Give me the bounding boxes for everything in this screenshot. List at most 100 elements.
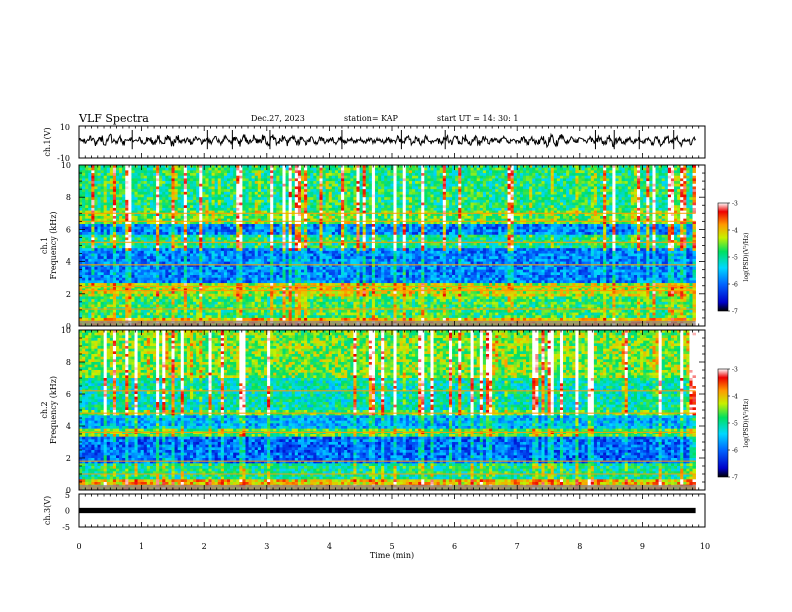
spectrogram-cell — [625, 178, 628, 181]
spectrogram-cell — [498, 178, 501, 181]
spectrogram-cell — [267, 178, 270, 181]
spectrogram-cell — [575, 178, 578, 181]
spectrogram-cell — [258, 173, 261, 176]
spectrogram-cell — [156, 186, 159, 189]
spectrogram-cell — [323, 168, 326, 171]
spectrogram-cell — [168, 168, 171, 171]
spectrogram-cell — [162, 173, 165, 176]
spectrogram-cell — [341, 176, 344, 179]
spectrogram-cell — [138, 168, 141, 171]
spectrogram-cell — [215, 168, 218, 171]
spectrogram-cell — [449, 170, 452, 173]
spectrogram-cell — [501, 168, 504, 171]
spectrogram-cell — [295, 173, 298, 176]
spectrogram-cell — [363, 184, 366, 187]
spectrogram-cell — [634, 181, 637, 184]
spectrogram-cell — [400, 173, 403, 176]
spectrogram-cell — [582, 178, 585, 181]
spectrogram-cell — [94, 170, 97, 173]
spectrogram-cell — [141, 186, 144, 189]
spectrogram-cell — [292, 170, 295, 173]
spectrogram-cell — [677, 170, 680, 173]
spectrogram-cell — [541, 184, 544, 187]
spectrogram-cell — [603, 184, 606, 187]
spectrogram-cell — [165, 173, 168, 176]
spectrogram-cell — [467, 173, 470, 176]
spectrogram-cell — [591, 184, 594, 187]
spectrogram-cell — [523, 178, 526, 181]
spectrogram-cell — [159, 186, 162, 189]
spectrogram-cell — [609, 178, 612, 181]
spectrogram-cell — [683, 178, 686, 181]
spectrogram-cell — [298, 186, 301, 189]
spectrogram-cell — [239, 181, 242, 184]
spectrogram-cell — [668, 181, 671, 184]
spectrogram-cell — [215, 173, 218, 176]
spectrogram-cell — [286, 170, 289, 173]
spectrogram-cell — [452, 178, 455, 181]
spectrogram-cell — [415, 181, 418, 184]
spectrogram-cell — [508, 184, 511, 187]
spectrogram-cell — [646, 170, 649, 173]
spectrogram-cell — [514, 168, 517, 171]
spectrogram-cell — [390, 173, 393, 176]
spectrogram-cell — [492, 173, 495, 176]
spectrogram-cell — [236, 181, 239, 184]
spectrogram-cell — [643, 184, 646, 187]
spectrogram-cell — [245, 176, 248, 179]
spectrogram-cell — [360, 170, 363, 173]
spectrogram-cell — [369, 184, 372, 187]
spectrogram-cell — [316, 186, 319, 189]
spectrogram-cell — [430, 184, 433, 187]
spectrogram-cell — [224, 170, 227, 173]
spectrogram-cell — [501, 176, 504, 179]
spectrogram-cell — [409, 170, 412, 173]
spectrogram-cell — [625, 168, 628, 171]
spectrogram-cell — [356, 170, 359, 173]
spectrogram-cell — [649, 173, 652, 176]
spectrogram-cell — [418, 184, 421, 187]
spectrogram-cell — [134, 184, 137, 187]
spectrogram-cell — [347, 184, 350, 187]
spectrogram-cell — [245, 170, 248, 173]
spectrogram-cell — [418, 176, 421, 179]
spectrogram-cell — [178, 168, 181, 171]
spectrogram-cell — [236, 178, 239, 181]
spectrogram-cell — [141, 181, 144, 184]
spectrogram-cell — [196, 186, 199, 189]
spectrogram-cell — [455, 184, 458, 187]
spectrogram-cell — [483, 176, 486, 179]
spectrogram-cell — [88, 176, 91, 179]
spectrogram-cell — [326, 178, 329, 181]
spectrogram-cell — [307, 168, 310, 171]
spectrogram-cell — [113, 186, 116, 189]
spectrogram-cell — [535, 178, 538, 181]
spectrogram-cell — [335, 184, 338, 187]
spectrogram-cell — [292, 178, 295, 181]
spectrogram-cell — [218, 168, 221, 171]
spectrogram-cell — [350, 170, 353, 173]
spectrogram-cell — [138, 178, 141, 181]
spectrogram-cell — [184, 186, 187, 189]
spectrogram-cell — [625, 181, 628, 184]
spectrogram-cell — [656, 168, 659, 171]
spectrogram-cell — [585, 184, 588, 187]
spectrogram-cell — [511, 170, 514, 173]
spectrogram-cell — [276, 173, 279, 176]
spectrogram-cell — [85, 181, 88, 184]
spectrogram-cell — [332, 178, 335, 181]
spectrogram-cell — [492, 176, 495, 179]
spectrogram-cell — [338, 186, 341, 189]
spectrogram-cell — [551, 178, 554, 181]
spectrogram-cell — [384, 178, 387, 181]
spectrogram-cell — [489, 170, 492, 173]
spectrogram-cell — [603, 176, 606, 179]
spectrogram-cell — [603, 170, 606, 173]
spectrogram-cell — [668, 170, 671, 173]
spectrogram-cell — [98, 173, 101, 176]
spectrogram-cell — [264, 176, 267, 179]
spectrogram-cell — [107, 170, 110, 173]
spectrogram-cell — [264, 181, 267, 184]
spectrogram-cell — [267, 184, 270, 187]
spectrogram-cell — [221, 168, 224, 171]
